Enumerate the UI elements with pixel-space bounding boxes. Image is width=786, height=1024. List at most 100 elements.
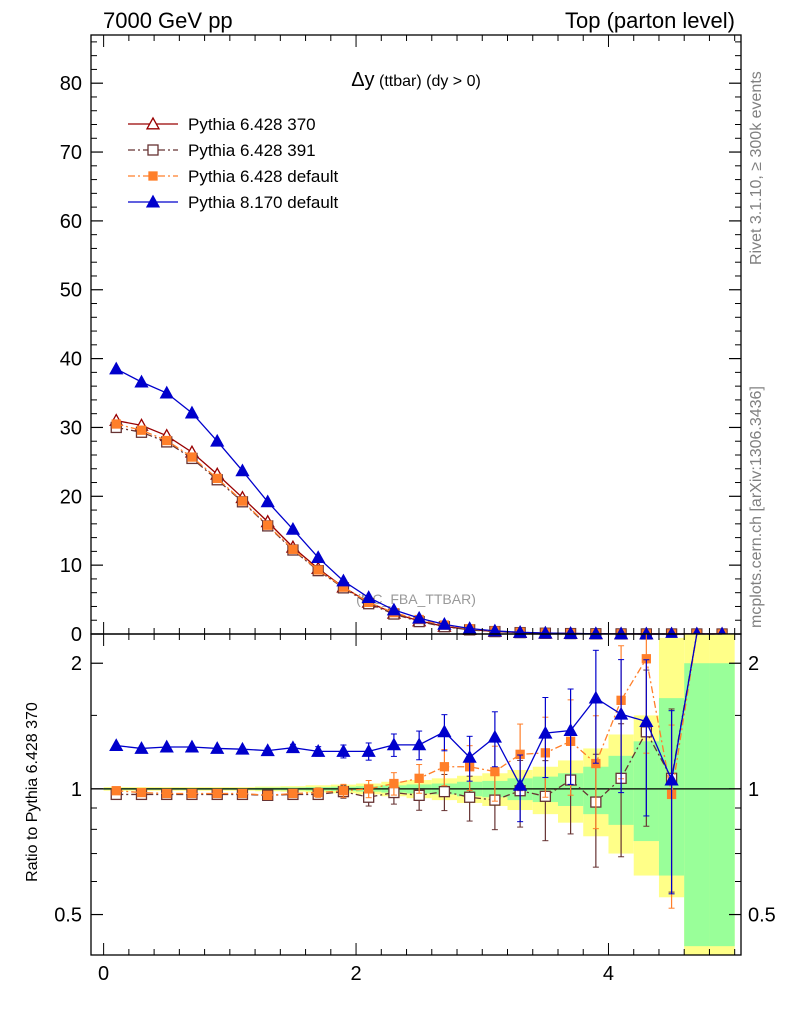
header-right-label: Top (parton level)	[565, 8, 735, 33]
ratio-point-s2-11	[386, 737, 402, 751]
main-point-s3-10	[361, 590, 376, 603]
ratio-point-s2-8	[311, 744, 326, 757]
main-point-s3-6	[260, 494, 275, 508]
ratio-xtick-label-2: 4	[603, 963, 614, 985]
main-ytick-label-2: 20	[60, 486, 82, 508]
ratio-point-s1-1	[136, 787, 147, 798]
main-point-s3-15	[487, 623, 502, 637]
ratio-point-s1-12	[414, 773, 424, 783]
plot-title-small: (ttbar) (dy > 0)	[375, 73, 481, 90]
ratio-point-s2-16	[513, 777, 528, 791]
ratio-point-s2-21	[639, 714, 654, 727]
ratio-point-s2-17	[538, 725, 553, 739]
main-point-s3-14	[462, 621, 477, 634]
main-point-s3-13	[437, 617, 452, 630]
ratio-point-s2-18	[563, 723, 578, 736]
ratio-ytick-label-right-1: 1	[748, 779, 759, 801]
ratio-point-s0-14	[463, 791, 476, 803]
legend-label-2: Pythia 6.428 default	[188, 167, 339, 186]
main-point-s2-7	[288, 544, 298, 554]
ratio-point-s1-0	[111, 786, 121, 796]
ratio-point-s2-14	[462, 750, 477, 763]
ratio-ytick-label-left-1: 1	[71, 779, 82, 801]
main-ytick-label-5: 50	[60, 280, 82, 302]
header-left-label: 7000 GeV pp	[103, 8, 233, 33]
main-ytick-label-0: 0	[71, 624, 82, 646]
ratio-ytick-label-left-0: 0.5	[54, 905, 82, 927]
main-point-s3-1	[134, 374, 149, 388]
rivet-version-label: Rivet 3.1.10, ≥ 300k events	[748, 71, 765, 265]
ratio-point-s0-13	[438, 785, 451, 798]
plot-title: Δy (ttbar) (dy > 0)	[351, 69, 481, 91]
ratio-point-s2-9	[336, 744, 351, 757]
ratio-band-green-23	[684, 663, 710, 947]
ratio-point-s1-3	[187, 788, 197, 799]
main-ytick-label-3: 30	[60, 417, 82, 439]
ratio-point-s2-0	[109, 738, 124, 752]
main-point-s2-4	[212, 473, 222, 484]
ratio-point-s1-5	[237, 788, 248, 799]
main-point-s2-6	[263, 520, 273, 530]
main-point-s3-4	[210, 433, 225, 447]
ratio-point-s2-3	[184, 739, 200, 753]
main-point-s3-7	[285, 522, 301, 535]
ratio-point-s2-4	[210, 741, 225, 754]
legend-label-0: Pythia 6.428 370	[188, 115, 316, 134]
ratio-ytick-label-right-2: 2	[748, 653, 759, 675]
ratio-point-s1-15	[490, 766, 500, 777]
ratio-point-s1-13	[439, 762, 450, 772]
ratio-point-s2-7	[285, 740, 301, 754]
ratio-point-s1-10	[364, 784, 374, 794]
ratio-point-s1-7	[288, 788, 298, 799]
main-point-s2-0	[111, 419, 121, 429]
ratio-point-s1-2	[162, 788, 172, 799]
legend-marker-0	[145, 116, 161, 130]
main-ytick-label-1: 10	[60, 555, 82, 577]
ratio-point-s1-11	[389, 778, 399, 789]
main-point-s3-18	[563, 626, 578, 639]
main-ytick-label-4: 40	[60, 349, 82, 371]
main-point-s3-20	[613, 626, 629, 640]
main-point-s2-3	[187, 452, 197, 462]
main-point-s3-8	[311, 550, 326, 564]
ratio-point-s2-12	[412, 737, 427, 751]
main-ytick-label-8: 80	[60, 73, 82, 95]
main-point-s3-2	[159, 385, 174, 399]
main-point-s3-12	[412, 610, 427, 624]
ratio-point-s2-13	[437, 724, 452, 738]
ratio-point-s2-22	[664, 772, 679, 786]
main-ytick-label-7: 70	[60, 142, 82, 164]
ratio-frame	[90, 633, 742, 956]
ratio-point-s2-1	[134, 741, 149, 754]
ratio-ylabel: Ratio to Pythia 6.428 370	[24, 702, 41, 882]
main-point-s3-11	[386, 602, 402, 616]
legend-marker-3	[145, 194, 161, 208]
main-point-s3-19	[588, 626, 603, 640]
main-point-s3-5	[235, 463, 250, 477]
legend-label-1: Pythia 6.428 391	[188, 141, 316, 160]
ratio-point-s2-19	[588, 690, 603, 704]
ratio-band-green-24	[709, 663, 735, 947]
main-point-s2-8	[313, 565, 323, 575]
ratio-point-s1-8	[313, 787, 323, 798]
ratio-point-s2-20	[613, 706, 629, 720]
mcplots-label: mcplots.cern.ch [arXiv:1306.3436]	[748, 386, 765, 628]
ratio-ytick-label-right-0: 0.5	[748, 905, 776, 927]
ratio-xtick-label-1: 2	[350, 963, 361, 985]
main-watermark: (MC_FBA_TTBAR)	[356, 591, 476, 607]
ratio-point-s2-15	[487, 729, 502, 743]
ratio-point-s1-9	[338, 786, 349, 796]
ratio-xtick-label-0: 0	[98, 963, 109, 985]
legend-marker-2	[148, 171, 158, 181]
plot-title-main: Δy	[351, 69, 374, 91]
ratio-point-s1-6	[263, 790, 273, 801]
ratio-point-s2-10	[361, 744, 376, 757]
main-point-s2-1	[136, 425, 147, 435]
main-point-s3-3	[184, 405, 200, 419]
main-point-s3-17	[538, 625, 553, 639]
ratio-point-s2-5	[235, 741, 250, 755]
ratio-ytick-label-left-2: 2	[71, 653, 82, 675]
legend-marker-1	[147, 144, 159, 156]
ratio-point-s2-6	[260, 743, 275, 757]
